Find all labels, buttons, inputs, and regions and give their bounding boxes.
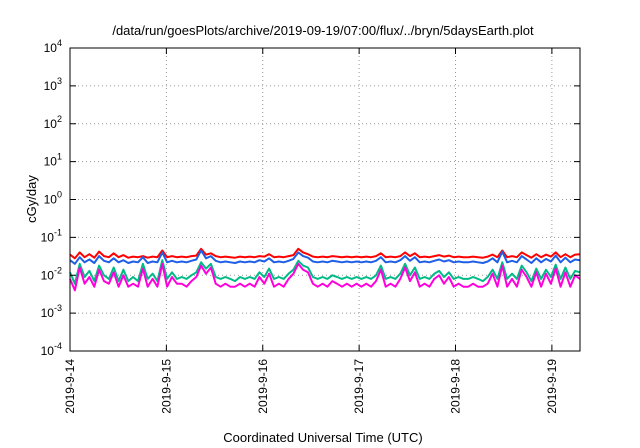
series-line-1 <box>69 247 581 260</box>
grid <box>70 48 580 351</box>
x-tick-label: 2019-9-14 <box>63 359 77 414</box>
y-tick-label: 102 <box>44 114 62 131</box>
y-tick-label: 100 <box>44 190 62 207</box>
series-lines <box>69 247 581 292</box>
y-tick-label: 10-2 <box>41 265 62 282</box>
y-tick-label: 10-1 <box>41 227 62 244</box>
y-tick-label: 10-3 <box>41 303 62 320</box>
y-tick-label: 101 <box>44 152 62 169</box>
series-line-4 <box>69 262 581 292</box>
y-axis-label: cGy/day <box>24 175 39 223</box>
x-tick-label: 2019-9-17 <box>352 359 366 414</box>
y-tick-label: 10-4 <box>41 341 62 358</box>
y-axis: 104 103 102 101 100 10-1 10-2 10-3 10-4 <box>41 38 580 358</box>
series-line-3 <box>69 249 581 265</box>
x-tick-label: 2019-9-19 <box>545 359 559 414</box>
x-tick-label: 2019-9-15 <box>159 359 173 414</box>
x-axis-label: Coordinated Universal Time (UTC) <box>223 430 422 445</box>
chart-title: /data/run/goesPlots/archive/2019-09-19/0… <box>112 23 534 38</box>
x-tick-label: 2019-9-18 <box>449 359 463 414</box>
y-tick-label: 103 <box>44 76 62 93</box>
x-axis: 2019-9-14 2019-9-15 2019-9-16 2019-9-17 2019… <box>63 48 559 414</box>
x-tick-label: 2019-9-16 <box>256 359 270 414</box>
y-tick-label: 104 <box>44 38 62 55</box>
series-line-2 <box>69 259 581 285</box>
